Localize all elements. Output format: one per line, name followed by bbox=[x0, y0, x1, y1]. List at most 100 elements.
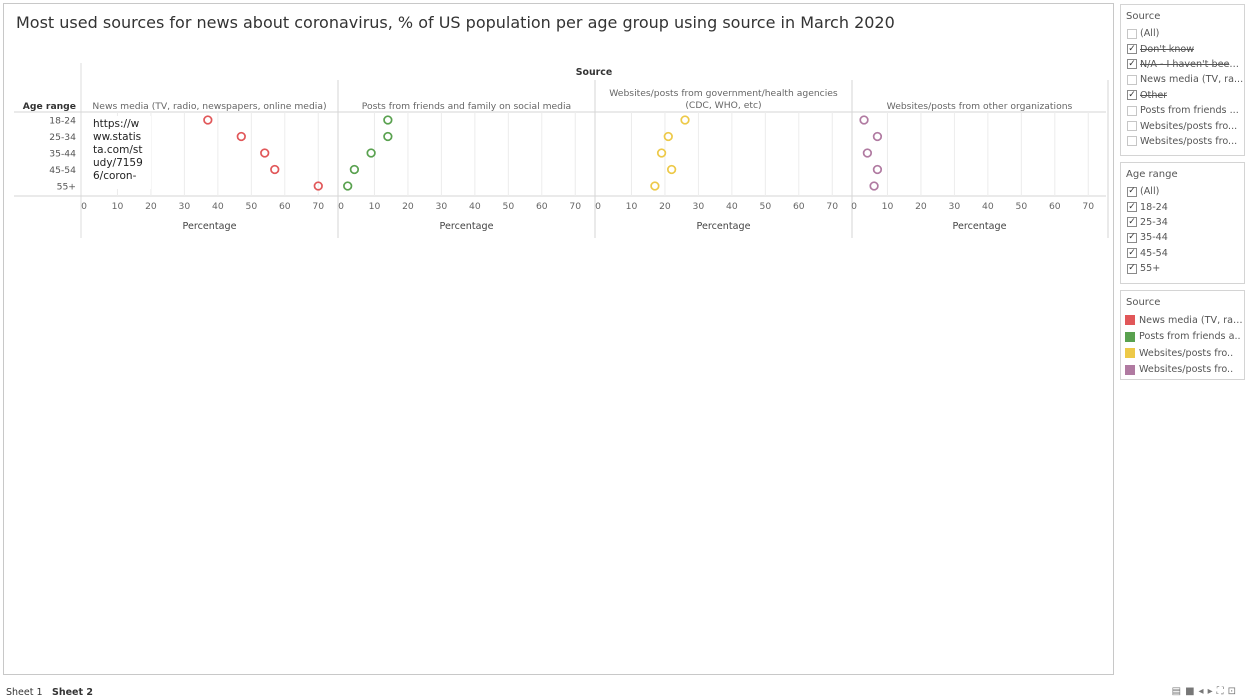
age-filter-panel: Age range ✓ (All) ✓ 18-24 ✓ 25-34 ✓ 35-44 ✓ 45-54… bbox=[1120, 162, 1245, 284]
checkbox[interactable]: ✓ bbox=[1127, 216, 1137, 228]
point-2-35-44 bbox=[366, 148, 376, 158]
source-filter-item-1[interactable]: ✓ Don't know bbox=[1121, 41, 1244, 56]
point-2-18-24 bbox=[383, 115, 393, 125]
checkbox[interactable]: ✓ bbox=[1127, 58, 1137, 70]
x-tick-label: 50 bbox=[1015, 201, 1027, 212]
point-2-55+ bbox=[343, 181, 353, 191]
status-icons: ▤■◂▸⛶⊡ bbox=[1172, 686, 1240, 697]
source-filter-item-7[interactable]: Websites/posts fro... bbox=[1121, 134, 1244, 149]
column-header: Source bbox=[576, 67, 612, 78]
chart-title: Most used sources for news about coronav… bbox=[16, 13, 895, 32]
x-tick-label: 0 bbox=[851, 201, 857, 212]
x-tick-label: 70 bbox=[312, 201, 324, 212]
fullscreen-icon[interactable]: ⛶ bbox=[1216, 686, 1228, 697]
point-1-45-54 bbox=[270, 164, 280, 175]
checkbox[interactable]: ✓ bbox=[1127, 201, 1137, 213]
checkbox[interactable]: ✓ bbox=[1127, 89, 1137, 101]
checkbox[interactable] bbox=[1127, 74, 1137, 85]
age-filter-item-2[interactable]: ✓ 25-34 bbox=[1121, 215, 1244, 230]
source-filter-item-5[interactable]: Posts from friends ... bbox=[1121, 103, 1244, 118]
point-3-18-24 bbox=[680, 115, 690, 125]
age-filter-item-label: 55+ bbox=[1140, 263, 1161, 275]
worksheet-frame bbox=[3, 3, 1114, 675]
x-tick-label: 10 bbox=[369, 201, 381, 212]
legend-item-0[interactable]: News media (TV, rad.. bbox=[1121, 312, 1244, 329]
checkbox[interactable] bbox=[1127, 136, 1137, 147]
checkbox[interactable] bbox=[1127, 121, 1137, 132]
point-1-55+ bbox=[313, 181, 323, 191]
x-axis-label-1: Percentage bbox=[183, 221, 237, 232]
source-filter-item-4[interactable]: ✓ Other bbox=[1121, 88, 1244, 103]
age-filter-item-1[interactable]: ✓ 18-24 bbox=[1121, 199, 1244, 214]
legend-label: Posts from friends a.. bbox=[1139, 331, 1241, 343]
checkbox[interactable]: ✓ bbox=[1127, 43, 1137, 55]
point-1-18-24 bbox=[203, 115, 213, 125]
source-filter-item-label: Websites/posts fro... bbox=[1140, 120, 1238, 132]
prev-icon[interactable]: ◂ bbox=[1198, 686, 1208, 697]
x-tick-label: 70 bbox=[569, 201, 581, 212]
source-filter-item-6[interactable]: Websites/posts fro... bbox=[1121, 118, 1244, 133]
source-filter-item-2[interactable]: ✓ N/A - I haven't been ... bbox=[1121, 57, 1244, 72]
point-3-55+ bbox=[650, 181, 660, 191]
x-axis-label-4: Percentage bbox=[953, 221, 1007, 232]
age-filter-item-5[interactable]: ✓ 55+ bbox=[1121, 261, 1244, 276]
x-tick-label: 40 bbox=[726, 201, 738, 212]
tab-sheet-2[interactable]: Sheet 2 bbox=[52, 687, 93, 698]
point-4-25-34 bbox=[872, 131, 883, 142]
source-filter-item-label: Websites/posts fro... bbox=[1140, 135, 1238, 147]
x-tick-label: 40 bbox=[982, 201, 994, 212]
panel-title-2-line-1: Posts from friends and family on social … bbox=[362, 101, 571, 112]
x-tick-label: 20 bbox=[402, 201, 414, 212]
panel-title-1-line-1: News media (TV, radio, newspapers, onlin… bbox=[92, 101, 326, 112]
x-tick-label: 60 bbox=[536, 201, 548, 212]
color-legend-list: News media (TV, rad.. Posts from friends … bbox=[1121, 312, 1244, 378]
presentation-icon[interactable]: ■ bbox=[1185, 686, 1199, 697]
checkbox[interactable]: ✓ bbox=[1127, 232, 1137, 243]
x-tick-label: 30 bbox=[693, 201, 705, 212]
x-tick-label: 30 bbox=[179, 201, 191, 212]
sheet-tab-bar: Sheet 1 Sheet 2 ▤■◂▸⛶⊡ bbox=[0, 684, 1246, 700]
x-tick-label: 0 bbox=[338, 201, 344, 212]
checkbox[interactable]: ✓ bbox=[1127, 186, 1137, 197]
legend-item-2[interactable]: Websites/posts fro.. bbox=[1121, 345, 1244, 362]
x-tick-label: 60 bbox=[1049, 201, 1061, 212]
age-filter-item-label: 35-44 bbox=[1140, 232, 1168, 244]
age-filter-item-3[interactable]: ✓ 35-44 bbox=[1121, 230, 1244, 245]
x-tick-label: 50 bbox=[245, 201, 257, 212]
legend-item-3[interactable]: Websites/posts fro.. bbox=[1121, 362, 1244, 379]
x-tick-label: 70 bbox=[826, 201, 838, 212]
legend-label: News media (TV, rad.. bbox=[1139, 314, 1243, 326]
checkbox[interactable] bbox=[1127, 105, 1137, 116]
checkbox[interactable] bbox=[1127, 28, 1137, 39]
point-4-35-44 bbox=[862, 148, 873, 158]
point-2-45-54 bbox=[349, 164, 360, 175]
age-filter-list: ✓ (All) ✓ 18-24 ✓ 25-34 ✓ 35-44 ✓ 45-54 ✓ 55+ bbox=[1121, 184, 1244, 276]
age-label-35-44: 35-44 bbox=[49, 149, 76, 160]
point-1-25-34 bbox=[236, 131, 246, 142]
age-filter-item-label: (All) bbox=[1140, 186, 1160, 198]
age-filter-item-label: 45-54 bbox=[1140, 247, 1168, 259]
age-label-18-24: 18-24 bbox=[49, 116, 76, 127]
source-filter-item-3[interactable]: News media (TV, ra... bbox=[1121, 72, 1244, 87]
age-filter-item-label: 25-34 bbox=[1140, 216, 1168, 228]
point-3-25-34 bbox=[663, 131, 673, 142]
x-tick-label: 50 bbox=[759, 201, 771, 212]
tab-sheet-1[interactable]: Sheet 1 bbox=[6, 687, 43, 698]
age-label-25-34: 25-34 bbox=[49, 132, 76, 143]
source-filter-item-label: N/A - I haven't been ... bbox=[1140, 58, 1244, 70]
age-filter-item-0[interactable]: ✓ (All) bbox=[1121, 184, 1244, 199]
legend-swatch bbox=[1125, 315, 1135, 326]
x-tick-label: 60 bbox=[279, 201, 291, 212]
source-filter-item-0[interactable]: (All) bbox=[1121, 26, 1244, 41]
age-filter-item-4[interactable]: ✓ 45-54 bbox=[1121, 246, 1244, 261]
point-4-18-24 bbox=[859, 115, 869, 125]
checkbox[interactable]: ✓ bbox=[1127, 263, 1137, 274]
legend-item-1[interactable]: Posts from friends a.. bbox=[1121, 329, 1244, 346]
legend-label: Websites/posts fro.. bbox=[1139, 364, 1234, 376]
present-icon[interactable]: ⊡ bbox=[1227, 686, 1240, 697]
legend-swatch bbox=[1125, 364, 1135, 375]
checkbox[interactable]: ✓ bbox=[1127, 247, 1137, 259]
next-icon[interactable]: ▸ bbox=[1207, 686, 1217, 697]
source-filter-title: Source bbox=[1126, 11, 1161, 22]
grid-icon[interactable]: ▤ bbox=[1171, 686, 1186, 697]
